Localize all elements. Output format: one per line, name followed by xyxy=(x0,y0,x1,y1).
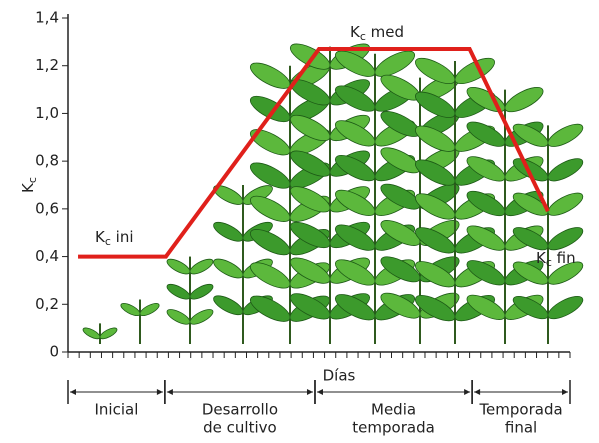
plant-leaf xyxy=(545,120,586,151)
stage-label: Inicial xyxy=(95,401,139,419)
plant-leaf xyxy=(211,292,246,318)
plant-leaf xyxy=(211,255,246,281)
y-tick-label: 0,4 xyxy=(35,247,59,265)
stage-label: Desarrollo xyxy=(202,401,278,419)
plant-leaf xyxy=(188,307,215,328)
y-tick-label: 0,2 xyxy=(35,295,59,313)
stage-label: final xyxy=(505,419,537,437)
plant-leaf xyxy=(502,83,547,117)
stage-label: Media xyxy=(371,401,416,419)
rest: ini xyxy=(111,228,134,246)
plant-leaf xyxy=(119,301,142,318)
plant-leaf xyxy=(211,219,246,245)
plant-leaf xyxy=(188,281,215,302)
y-tick-label: 0,6 xyxy=(35,199,59,217)
y-tick-label: 1,4 xyxy=(35,9,59,27)
annotation: Kc ini xyxy=(95,228,134,249)
subscript: c xyxy=(26,177,39,183)
rest: fin xyxy=(552,249,576,267)
plant-leaf xyxy=(82,326,102,341)
annotation: Kc med xyxy=(350,23,404,44)
plant-leaf xyxy=(545,292,586,323)
x-axis-label: Días xyxy=(323,367,356,385)
y-tick-label: 0,8 xyxy=(35,152,59,170)
stage-label: de cultivo xyxy=(203,419,277,437)
plant-leaf xyxy=(247,191,294,226)
y-axis-label: Kc xyxy=(19,177,40,193)
plant-leaf xyxy=(247,58,294,93)
stage-label: temporada xyxy=(352,419,435,437)
y-tick-label: 1,2 xyxy=(35,56,59,74)
plant-leaf xyxy=(165,256,192,277)
plant-leaf xyxy=(247,125,294,160)
plant-leaf xyxy=(138,301,161,318)
page: 0 0,2 0,4 0,6 0,8 1,0 1,2 1,4 Kc Días Kc ini Kc med… xyxy=(0,0,599,443)
plant-leaf xyxy=(165,307,192,328)
y-tick-label: 0 xyxy=(49,343,59,361)
rest: med xyxy=(366,23,404,41)
plant-leaf xyxy=(165,281,192,302)
y-tick-label: 1,0 xyxy=(35,104,59,122)
plant-leaf xyxy=(98,326,118,341)
plant-leaf xyxy=(247,91,294,126)
plant-leaf xyxy=(545,154,586,185)
plants xyxy=(82,39,586,344)
plant-leaf xyxy=(545,189,586,220)
plant-leaf xyxy=(188,256,215,277)
chart: 0 0,2 0,4 0,6 0,8 1,0 1,2 1,4 Kc Días Kc ini Kc med… xyxy=(0,0,599,443)
annotation: Kc fin xyxy=(536,249,576,270)
stage-label: Temporada xyxy=(478,401,562,419)
